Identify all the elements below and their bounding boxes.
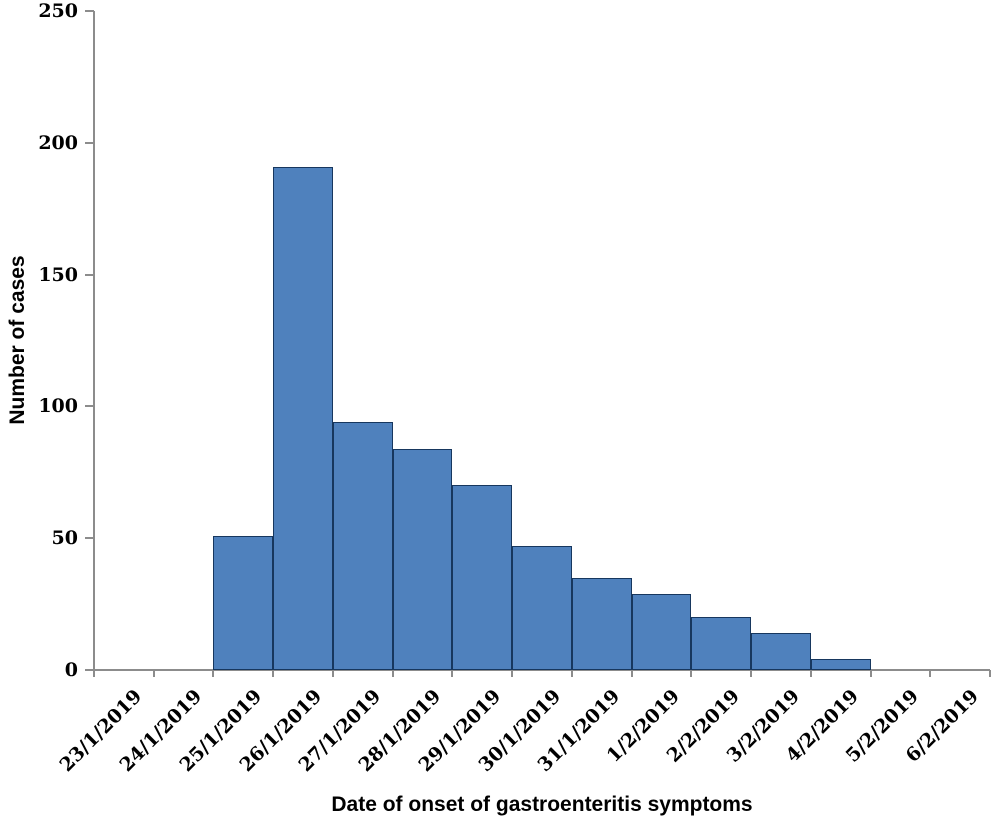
y-tick-label: 50 <box>51 527 78 550</box>
x-tick <box>331 670 334 677</box>
y-tick-label: 0 <box>64 659 78 681</box>
x-tick <box>869 670 872 677</box>
bar-27-1-2019 <box>332 422 393 670</box>
bar-29-1-2019 <box>452 485 513 670</box>
x-tick <box>93 670 95 677</box>
x-axis-title: Date of onset of gastroenteritis symptom… <box>331 793 753 816</box>
x-tick <box>152 670 155 677</box>
y-axis-line <box>93 11 95 671</box>
x-tick <box>391 670 394 677</box>
bar-30-1-2019 <box>512 546 572 670</box>
y-tick-label: 250 <box>38 0 78 22</box>
bar-31-1-2019 <box>571 577 632 670</box>
x-tick <box>630 670 633 677</box>
x-axis-line <box>93 669 990 671</box>
y-tick-label: 100 <box>38 395 78 418</box>
x-tick <box>511 670 514 677</box>
x-tick <box>929 670 932 677</box>
bar-1-2-2019 <box>631 593 692 670</box>
bar-28-1-2019 <box>392 448 453 670</box>
x-tick <box>451 670 454 677</box>
x-tick <box>690 670 693 677</box>
y-tick <box>85 141 94 144</box>
y-tick <box>85 10 94 12</box>
bar-3-2-2019 <box>751 633 811 670</box>
bar-4-2-2019 <box>810 659 871 670</box>
bar-25-1-2019 <box>213 535 274 670</box>
bar-2-2-2019 <box>691 617 752 670</box>
x-tick <box>750 670 753 677</box>
x-tick <box>212 670 215 677</box>
y-tick <box>85 405 94 408</box>
x-tick <box>809 670 812 677</box>
y-tick <box>85 273 94 276</box>
x-tick <box>570 670 573 677</box>
y-tick <box>85 537 94 540</box>
y-tick-label: 150 <box>38 263 78 286</box>
y-tick <box>85 669 94 671</box>
bar-26-1-2019 <box>273 166 333 670</box>
x-tick <box>272 670 275 677</box>
y-tick-label: 200 <box>38 131 78 154</box>
x-tick <box>989 670 991 677</box>
